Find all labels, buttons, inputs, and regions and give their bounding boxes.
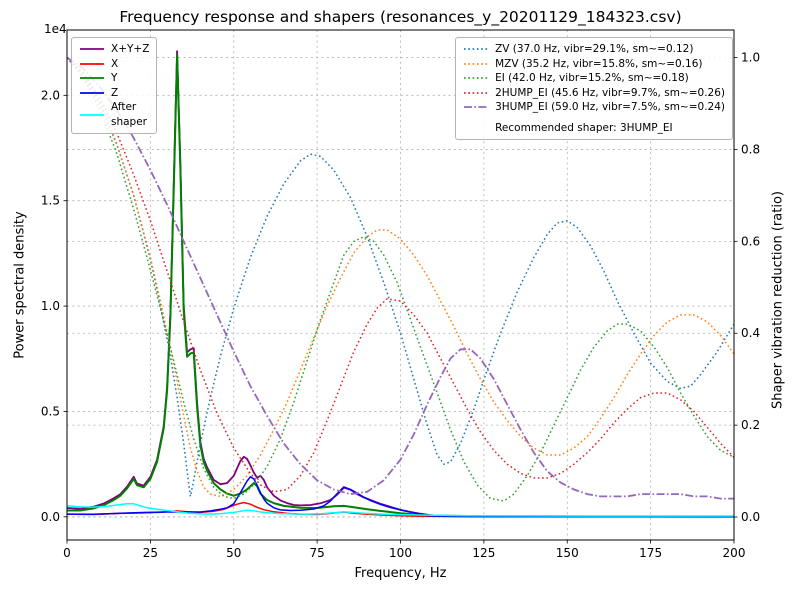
svg-text:0.0: 0.0 bbox=[741, 510, 760, 524]
svg-text:0: 0 bbox=[63, 546, 71, 560]
legend-item: MZV (35.2 Hz, vibr=15.8%, sm~=0.16) bbox=[463, 57, 725, 72]
svg-text:125: 125 bbox=[472, 546, 495, 560]
legend-line-sample bbox=[463, 88, 489, 98]
legend-item-label: 2HUMP_EI (45.6 Hz, vibr=9.7%, sm~=0.26) bbox=[495, 86, 725, 99]
svg-text:0.8: 0.8 bbox=[741, 142, 760, 156]
legend-item: After shaper bbox=[79, 100, 149, 129]
legend-item: X+Y+Z bbox=[79, 42, 149, 57]
legend-line-sample bbox=[463, 73, 489, 83]
legend-item: 3HUMP_EI (59.0 Hz, vibr=7.5%, sm~=0.24) bbox=[463, 100, 725, 115]
legend-item-label: After shaper bbox=[111, 101, 148, 128]
svg-text:0.0: 0.0 bbox=[41, 510, 60, 524]
legend-item-label: Z bbox=[111, 86, 119, 99]
series-Z bbox=[67, 476, 734, 518]
y-axis-left-label: Power spectral density bbox=[12, 211, 28, 359]
series-3HUMP_EI bbox=[67, 56, 734, 500]
legend-item: ZV (37.0 Hz, vibr=29.1%, sm~=0.12) bbox=[463, 42, 725, 57]
legend-line-sample bbox=[463, 59, 489, 69]
svg-text:0.4: 0.4 bbox=[741, 326, 760, 340]
legend-line-sample bbox=[79, 44, 105, 54]
legend-item: 2HUMP_EI (45.6 Hz, vibr=9.7%, sm~=0.26) bbox=[463, 86, 725, 101]
legend-item-label: X+Y+Z bbox=[111, 43, 150, 55]
series-Y bbox=[67, 54, 734, 518]
y-axis-offset-text: 1e4 bbox=[44, 22, 67, 36]
series-2HUMP_EI bbox=[67, 57, 734, 493]
tick-labels: 0 25 50 75 100 125 150 175 200 0.0 0.5 1.0 1.5 2.0 0.0… bbox=[41, 51, 760, 560]
legend-item: Y bbox=[79, 71, 149, 86]
legend-item: X bbox=[79, 57, 149, 72]
svg-text:1.0: 1.0 bbox=[741, 51, 760, 65]
legend-line-sample bbox=[463, 102, 489, 112]
svg-text:175: 175 bbox=[639, 546, 662, 560]
svg-text:200: 200 bbox=[723, 546, 746, 560]
legend-psd: X+Y+Z X Y Z After shaper bbox=[71, 37, 158, 134]
svg-text:0.6: 0.6 bbox=[741, 234, 760, 248]
recommended-shaper-note: Recommended shaper: 3HUMP_EI bbox=[463, 121, 725, 136]
svg-text:100: 100 bbox=[389, 546, 412, 560]
svg-text:1.5: 1.5 bbox=[41, 194, 60, 208]
legend-item-label: X bbox=[111, 57, 119, 70]
x-axis-label: Frequency, Hz bbox=[354, 566, 447, 581]
series-ZV bbox=[67, 57, 734, 498]
svg-text:150: 150 bbox=[556, 546, 579, 560]
recommended-shaper-label: Recommended shaper: 3HUMP_EI bbox=[495, 121, 673, 134]
svg-text:2.0: 2.0 bbox=[41, 88, 60, 102]
legend-shapers: ZV (37.0 Hz, vibr=29.1%, sm~=0.12) MZV (… bbox=[455, 37, 733, 140]
series-MZV bbox=[67, 57, 734, 498]
legend-item-label: Y bbox=[111, 72, 118, 84]
legend-item: Z bbox=[79, 86, 149, 101]
y-axis-right-label: Shaper vibration reduction (ratio) bbox=[770, 191, 786, 409]
svg-text:75: 75 bbox=[309, 546, 324, 560]
legend-line-sample bbox=[463, 44, 489, 54]
chart-title: Frequency response and shapers (resonanc… bbox=[119, 8, 682, 26]
legend-line-sample bbox=[79, 59, 105, 69]
legend-line-sample bbox=[79, 88, 105, 98]
legend-item-label: ZV (37.0 Hz, vibr=29.1%, sm~=0.12) bbox=[495, 43, 694, 55]
svg-text:0.2: 0.2 bbox=[741, 418, 760, 432]
legend-item-label: EI (42.0 Hz, vibr=15.2%, sm~=0.18) bbox=[495, 72, 689, 84]
legend-line-sample bbox=[79, 73, 105, 83]
legend-item-label: 3HUMP_EI (59.0 Hz, vibr=7.5%, sm~=0.24) bbox=[495, 101, 725, 113]
legend-empty-sample bbox=[463, 123, 489, 133]
legend-item: EI (42.0 Hz, vibr=15.2%, sm~=0.18) bbox=[463, 71, 725, 86]
svg-text:0.5: 0.5 bbox=[41, 404, 60, 418]
legend-item-label: MZV (35.2 Hz, vibr=15.8%, sm~=0.16) bbox=[495, 57, 703, 70]
legend-line-sample bbox=[79, 110, 105, 120]
svg-text:1.0: 1.0 bbox=[41, 299, 60, 313]
series-After-shaper bbox=[67, 503, 734, 517]
svg-text:25: 25 bbox=[143, 546, 158, 560]
svg-text:50: 50 bbox=[226, 546, 241, 560]
